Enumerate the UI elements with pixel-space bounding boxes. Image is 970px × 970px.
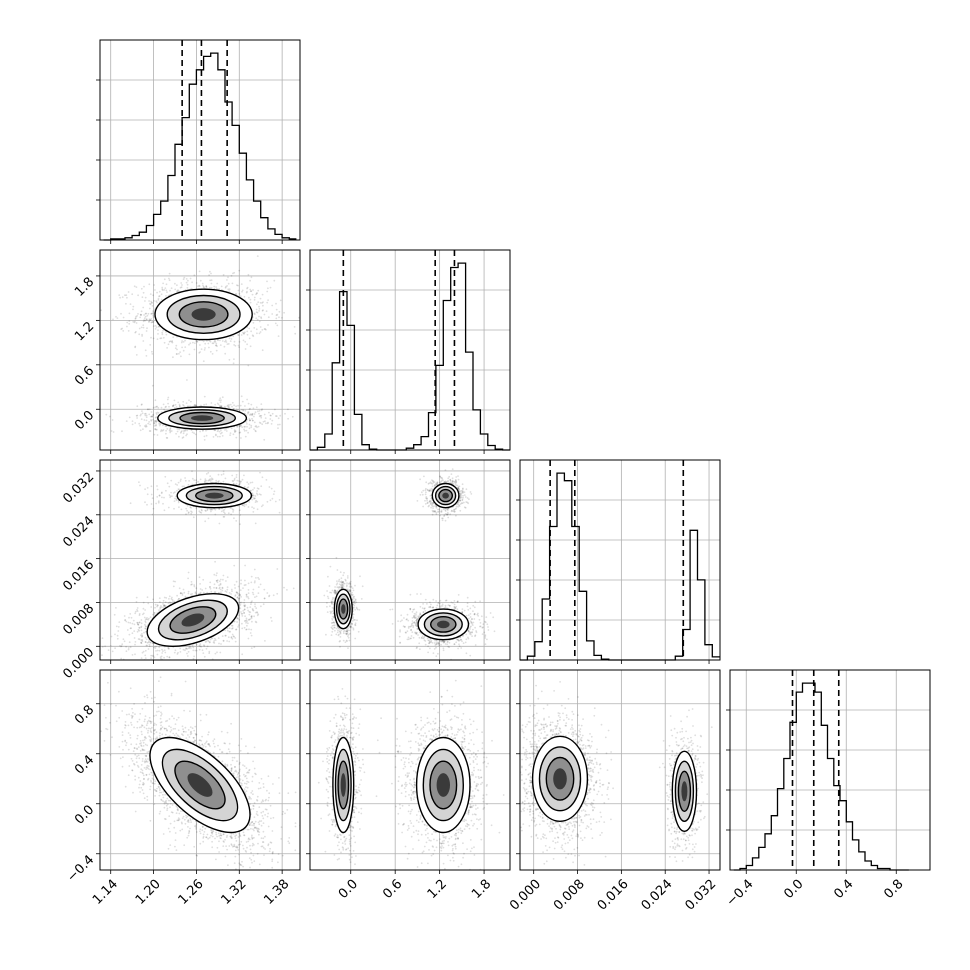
ytick-label-3-1: 0.0 [72, 802, 97, 827]
contour-0-1-0-3 [191, 308, 216, 321]
hist-frame-3 [729, 669, 931, 871]
hist-panel-2 [516, 459, 721, 664]
scatter-panel-1-3 [306, 669, 511, 874]
ytick-label-2-0: 0.000 [60, 645, 97, 682]
scatter-frame-2-3 [519, 669, 721, 871]
histogram-step-line-1 [310, 262, 510, 451]
scatter-frame-0-2 [99, 459, 301, 661]
xtick-label-3-3: 0.8 [881, 877, 906, 902]
contour-1-2-1-3 [442, 492, 449, 499]
xtick-label-2-0: 0.000 [507, 877, 544, 914]
xtick-label-1-1: 0.6 [380, 877, 405, 902]
xtick-label-1-0: 0.0 [336, 877, 361, 902]
xtick-label-1-2: 1.2 [425, 877, 450, 902]
xtick-label-2-4: 0.032 [682, 877, 719, 914]
xtick-label-0-4: 1.38 [261, 877, 292, 908]
xtick-label-3-2: 0.4 [831, 877, 856, 902]
ytick-label-3-2: 0.4 [72, 752, 97, 777]
contour-2-3-1-3 [681, 781, 688, 802]
scatter-panel-0-3 [96, 669, 301, 874]
ytick-label-3-0: −0.4 [64, 852, 97, 885]
contour-0-3-0-3 [187, 773, 213, 797]
scatter-frame-0-3 [99, 669, 301, 871]
scatter-panel-0-2 [96, 459, 301, 664]
ytick-label-3-3: 0.8 [72, 702, 97, 727]
hist-panel-0 [96, 39, 301, 244]
hist-panel-3 [726, 669, 931, 874]
ytick-label-1-3: 1.8 [72, 275, 97, 300]
ytick-label-1-1: 0.6 [72, 364, 97, 389]
xtick-label-3-1: 0.0 [781, 877, 806, 902]
xtick-label-2-1: 0.008 [551, 877, 588, 914]
scatter-frame-1-3 [309, 669, 511, 871]
ytick-label-2-3: 0.024 [60, 513, 97, 550]
xtick-label-3-0: −0.4 [724, 877, 757, 910]
hist-frame-2 [519, 459, 721, 661]
ytick-label-1-0: 0.0 [72, 408, 97, 433]
hist-panel-1 [306, 249, 511, 454]
xtick-label-2-2: 0.016 [595, 877, 632, 914]
xtick-label-0-2: 1.26 [176, 877, 207, 908]
xtick-label-1-3: 1.8 [469, 877, 494, 902]
xtick-label-0-3: 1.32 [219, 877, 250, 908]
hist-frame-0 [99, 39, 301, 241]
histogram-step-line-3 [733, 682, 909, 871]
ytick-label-2-1: 0.008 [60, 601, 97, 638]
contour-2-3-0-3 [553, 768, 567, 790]
scatter-frame-0-1 [99, 249, 301, 451]
contour-0-2-0-3 [205, 492, 224, 499]
hist-frame-1 [309, 249, 511, 451]
histogram-step-line-0 [103, 52, 297, 241]
xtick-label-0-0: 1.14 [90, 877, 121, 908]
scatter-frame-1-2 [309, 459, 511, 661]
ytick-label-2-4: 0.032 [60, 470, 97, 507]
contour-1-2-0-3 [341, 604, 346, 614]
xtick-label-2-3: 0.024 [639, 877, 676, 914]
contour-1-3-1-3 [436, 773, 450, 797]
ytick-label-2-2: 0.016 [60, 557, 97, 594]
scatter-panel-0-1 [96, 249, 301, 454]
scatter-panel-1-2 [306, 459, 511, 664]
contour-0-1-1-3 [191, 415, 214, 421]
ytick-label-1-2: 1.2 [72, 319, 97, 344]
contour-0-2-1-3 [181, 613, 205, 627]
xtick-label-0-1: 1.20 [133, 877, 164, 908]
scatter-panel-2-3 [516, 669, 721, 874]
contour-1-3-0-3 [340, 773, 346, 797]
contour-1-2-2-3 [437, 620, 450, 629]
scatter-points-1-2 [323, 468, 496, 660]
